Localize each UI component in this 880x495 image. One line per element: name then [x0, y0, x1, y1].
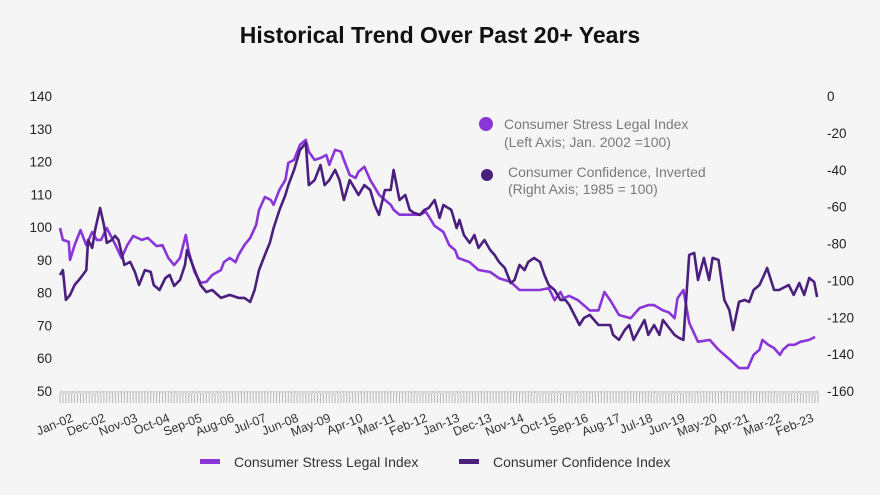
left-tick-label: 90	[37, 253, 52, 268]
legend-marker-confidence	[481, 169, 493, 181]
left-tick-label: 70	[37, 318, 52, 333]
right-tick-label: -140	[827, 347, 854, 362]
inner-legend: Consumer Stress Legal Index (Left Axis; …	[479, 116, 706, 197]
right-tick-label: -40	[827, 163, 847, 178]
right-tick-label: -100	[827, 273, 854, 288]
right-tick-label: -120	[827, 310, 854, 325]
right-tick-label: -80	[827, 237, 847, 252]
right-tick-label: -20	[827, 126, 847, 141]
left-tick-label: 80	[37, 286, 52, 301]
right-tick-label: -60	[827, 200, 847, 215]
right-tick-label: 0	[827, 89, 835, 104]
bottom-legend: Consumer Stress Legal Index Consumer Con…	[200, 454, 670, 470]
left-tick-label: 60	[37, 351, 52, 366]
left-tick-label: 130	[29, 122, 52, 137]
chart-title: Historical Trend Over Past 20+ Years	[239, 22, 641, 48]
legend-marker-stress	[479, 117, 493, 131]
legend-confidence-line2: (Right Axis; 1985 = 100)	[508, 181, 658, 197]
x-tick-label: Feb-23	[774, 411, 816, 439]
left-tick-label: 110	[30, 187, 52, 202]
legend-stress-line2: (Left Axis; Jan. 2002 =100)	[504, 134, 671, 150]
right-axis-ticks: -160 -140 -120 -100 -80 -60 -40 -20 0	[827, 89, 854, 399]
left-tick-label: 100	[29, 220, 52, 235]
series-line-confidence	[58, 141, 819, 342]
right-tick-label: -160	[827, 384, 854, 399]
series-line-stress	[58, 138, 816, 370]
legend-confidence-line1: Consumer Confidence, Inverted	[508, 164, 706, 180]
legend-swatch-confidence[interactable]	[459, 459, 479, 464]
legend-label-confidence[interactable]: Consumer Confidence Index	[493, 454, 670, 470]
legend-swatch-stress[interactable]	[200, 459, 220, 464]
left-axis-ticks: 50 60 70 80 90 100 110 120 130 140	[29, 89, 52, 399]
x-axis: Jan-02Dec-02Nov-03Oct-04Sep-05Aug-06Jul-…	[34, 391, 819, 439]
left-tick-label: 50	[37, 384, 52, 399]
left-tick-label: 140	[29, 89, 52, 104]
left-tick-label: 120	[29, 155, 52, 170]
series-group	[58, 138, 819, 370]
legend-stress-line1: Consumer Stress Legal Index	[504, 116, 688, 132]
legend-label-stress[interactable]: Consumer Stress Legal Index	[234, 454, 418, 470]
